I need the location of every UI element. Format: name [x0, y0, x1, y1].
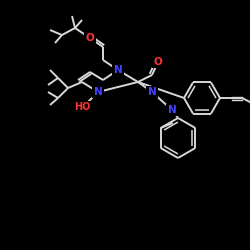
Text: N: N [148, 87, 156, 97]
Text: N: N [114, 65, 122, 75]
Text: N: N [94, 87, 102, 97]
Text: HO: HO [74, 102, 90, 112]
Text: O: O [154, 57, 162, 67]
Text: N: N [168, 105, 176, 115]
Text: O: O [86, 33, 94, 43]
